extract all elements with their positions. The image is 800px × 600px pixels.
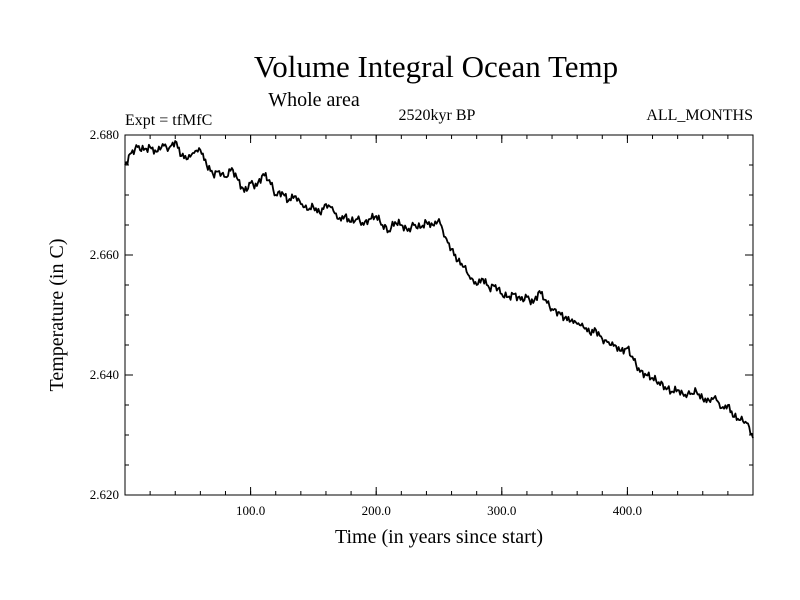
experiment-label: Expt = tfMfC <box>125 112 212 129</box>
series-layer <box>124 140 754 439</box>
y-tick-label: 2.680 <box>90 127 119 142</box>
x-tick-label: 100.0 <box>236 503 265 518</box>
x-axis-label: Time (in years since start) <box>335 526 543 548</box>
chart-subtitle: Whole area <box>268 89 360 111</box>
x-tick-label: 300.0 <box>487 503 516 518</box>
x-tick-labels: 100.0 200.0 300.0 400.0 <box>236 503 642 518</box>
plot-frame <box>124 134 754 496</box>
y-tick-labels: 2.620 2.640 2.660 2.680 <box>90 127 119 502</box>
axis-ticks <box>125 134 753 496</box>
y-tick-label: 2.620 <box>90 487 119 502</box>
y-axis-label: Temperature (in C) <box>46 239 68 392</box>
months-label: ALL_MONTHS <box>646 107 753 124</box>
x-tick-label: 200.0 <box>362 503 391 518</box>
y-tick-label: 2.660 <box>90 247 119 262</box>
y-tick-label: 2.640 <box>90 367 119 382</box>
chart-title: Volume Integral Ocean Temp <box>254 49 618 84</box>
x-tick-label: 400.0 <box>613 503 642 518</box>
series-line <box>124 140 754 439</box>
period-label: 2520kyr BP <box>399 107 476 124</box>
